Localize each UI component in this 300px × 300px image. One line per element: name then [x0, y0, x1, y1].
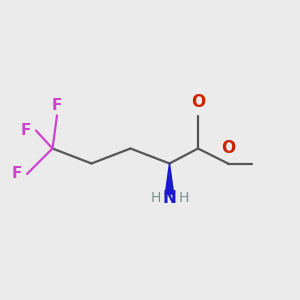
Text: H: H [151, 191, 161, 205]
Polygon shape [165, 164, 174, 194]
Text: F: F [52, 98, 62, 113]
Text: O: O [221, 139, 235, 157]
Text: N: N [163, 189, 176, 207]
Text: O: O [191, 93, 205, 111]
Text: F: F [20, 123, 31, 138]
Text: F: F [11, 167, 22, 182]
Text: H: H [179, 191, 189, 205]
